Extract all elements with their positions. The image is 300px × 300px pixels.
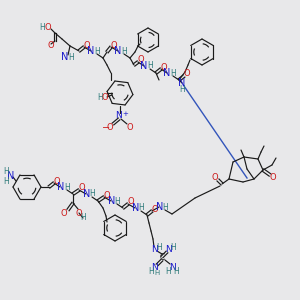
Text: O: O [54, 176, 60, 185]
Text: H: H [147, 61, 153, 70]
Text: H: H [64, 182, 70, 191]
Text: H: H [148, 268, 154, 277]
Text: N: N [132, 203, 140, 213]
Text: H: H [170, 68, 176, 77]
Text: N: N [57, 182, 65, 192]
Text: H: H [138, 203, 144, 212]
Text: N: N [108, 196, 116, 206]
Text: O: O [161, 62, 167, 71]
Text: N: N [178, 78, 186, 88]
Text: O: O [102, 92, 108, 101]
Text: H: H [68, 52, 74, 62]
Text: H: H [165, 268, 171, 277]
Text: O: O [45, 23, 51, 32]
Text: N: N [169, 262, 176, 272]
Text: H: H [121, 46, 127, 56]
Text: N: N [140, 61, 148, 71]
Text: H: H [80, 214, 86, 223]
Text: O: O [76, 208, 82, 217]
Text: O: O [107, 122, 113, 131]
Text: −: − [102, 123, 110, 133]
Text: H: H [3, 167, 9, 176]
Text: N: N [61, 52, 69, 62]
Text: O: O [138, 56, 144, 64]
Text: O: O [104, 190, 110, 200]
Text: H: H [89, 190, 95, 199]
Text: O: O [127, 122, 133, 131]
Text: N: N [116, 112, 122, 121]
Text: N: N [152, 263, 158, 272]
Text: H: H [94, 46, 100, 56]
Text: N: N [165, 245, 171, 254]
Text: N: N [83, 189, 91, 199]
Text: H: H [156, 244, 162, 253]
Text: H: H [154, 270, 160, 276]
Text: O: O [61, 209, 67, 218]
Text: N: N [163, 68, 171, 78]
Text: O: O [111, 40, 117, 50]
Text: N: N [151, 245, 158, 254]
Text: +: + [122, 111, 128, 117]
Text: O: O [79, 184, 85, 193]
Text: O: O [212, 172, 218, 182]
Text: O: O [270, 173, 276, 182]
Text: C: C [159, 253, 165, 262]
Text: H: H [179, 85, 185, 94]
Text: H: H [3, 176, 9, 185]
Text: O: O [128, 197, 134, 206]
Text: N: N [7, 171, 15, 181]
Text: N: N [87, 46, 95, 56]
Text: H: H [114, 196, 120, 206]
Text: N: N [156, 202, 164, 212]
Text: H: H [39, 23, 45, 32]
Text: O: O [184, 70, 190, 79]
Text: O: O [84, 40, 90, 50]
Text: O: O [48, 40, 54, 50]
Text: H: H [170, 244, 176, 253]
Text: H: H [173, 268, 179, 277]
Text: H: H [162, 202, 168, 211]
Text: N: N [114, 46, 122, 56]
Text: H: H [97, 92, 103, 101]
Text: O: O [152, 205, 158, 214]
